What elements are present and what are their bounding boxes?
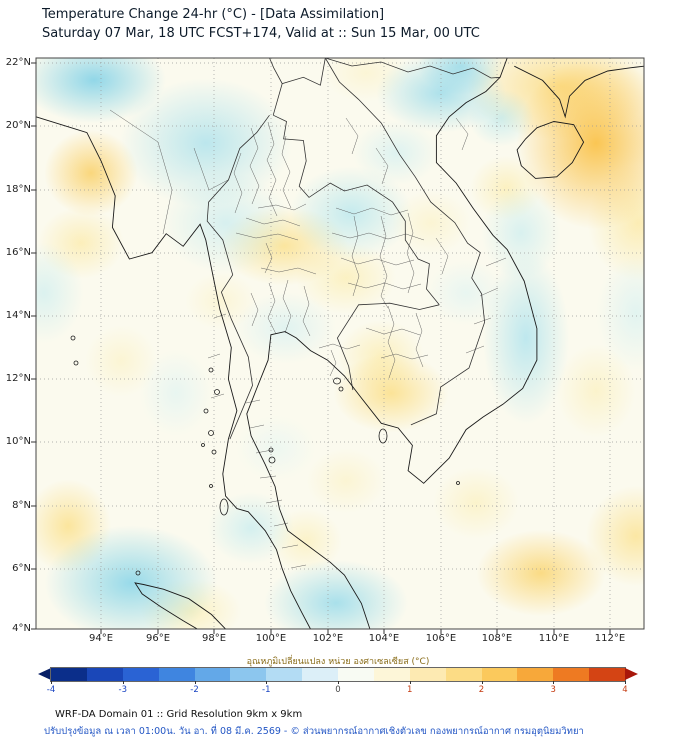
coastline-china	[514, 65, 645, 119]
grid-lines-horizontal	[36, 62, 644, 570]
lat-axis-label: 18°N	[5, 184, 31, 195]
footer-update-info: ปรับปรุงข้อมูล ณ เวลา 01:00น. วัน อา. ที…	[44, 726, 584, 737]
colorbar-tick-label: 1	[407, 685, 413, 695]
colorbar-arrow-left	[38, 668, 51, 680]
colorbar: อุณหภูมิเปลี่ยนแปลง หน่วย องศาเซลเซียส (…	[38, 654, 638, 702]
country-borders	[206, 57, 501, 440]
colorbar-tick-label: 2	[478, 685, 485, 695]
lon-axis-label: 108°E	[481, 633, 513, 644]
lon-axis-label: 106°E	[425, 633, 457, 644]
lat-axis-label: 22°N	[5, 57, 31, 68]
lat-axis-label: 14°N	[5, 310, 31, 321]
coastline-hainan-island	[516, 121, 585, 179]
colorbar-tick-label: 4	[622, 685, 628, 695]
lon-axis-label: 104°E	[368, 633, 400, 644]
colorbar-tick-mark	[266, 681, 268, 684]
page-title: Temperature Change 24-hr (°C) - [Data As…	[42, 7, 385, 22]
province-borders	[109, 109, 507, 569]
coastline-mainland-west	[35, 116, 311, 630]
colorbar-tick-mark	[481, 681, 483, 684]
colorbar-gradient	[50, 667, 626, 682]
colorbar-tick-label: 3	[550, 685, 556, 695]
lon-axis-label: 98°E	[201, 633, 227, 644]
axis-ticks	[31, 62, 611, 634]
colorbar-tick-label: -3	[118, 685, 127, 695]
colorbar-tick-mark	[409, 681, 411, 684]
colorbar-tick-mark	[625, 681, 626, 684]
map-overlay	[31, 57, 645, 634]
lat-axis-label: 20°N	[5, 120, 31, 131]
lat-axis-label: 8°N	[12, 500, 31, 511]
coastline-sumatra	[134, 582, 227, 630]
lon-axis-label: 96°E	[145, 633, 171, 644]
page-subtitle: Saturday 07 Mar, 18 UTC FCST+174, Valid …	[42, 26, 480, 41]
lon-axis-label: 100°E	[255, 633, 287, 644]
colorbar-tick-mark	[338, 681, 339, 684]
lat-axis-label: 4°N	[12, 623, 31, 634]
footer-model-info: WRF-DA Domain 01 :: Grid Resolution 9km …	[55, 709, 303, 720]
colorbar-title: อุณหภูมิเปลี่ยนแปลง หน่วย องศาเซลเซียส (…	[246, 657, 430, 667]
colorbar-tick-label: 0	[335, 685, 341, 695]
colorbar-tick-label: -2	[190, 685, 199, 695]
colorbar-arrow-right	[625, 668, 638, 680]
lon-axis-label: 94°E	[88, 633, 114, 644]
colorbar-tick-mark	[194, 681, 196, 684]
lon-axis-label: 102°E	[312, 633, 344, 644]
colorbar-tick-label: -1	[262, 685, 271, 695]
lon-axis-label: 112°E	[594, 633, 626, 644]
coastline-gulf-indochina	[246, 57, 538, 630]
lat-axis-label: 16°N	[5, 247, 31, 258]
map-frame	[35, 57, 645, 630]
lat-axis-label: 12°N	[5, 373, 31, 384]
colorbar-tick-mark	[122, 681, 124, 684]
colorbar-tick-label: -4	[46, 685, 56, 695]
small-islands	[70, 335, 460, 576]
lon-axis-label: 110°E	[538, 633, 570, 644]
colorbar-tick-mark	[51, 681, 52, 684]
lat-axis-label: 10°N	[5, 436, 31, 447]
lat-axis-label: 6°N	[12, 563, 31, 574]
colorbar-tick-mark	[553, 681, 555, 684]
